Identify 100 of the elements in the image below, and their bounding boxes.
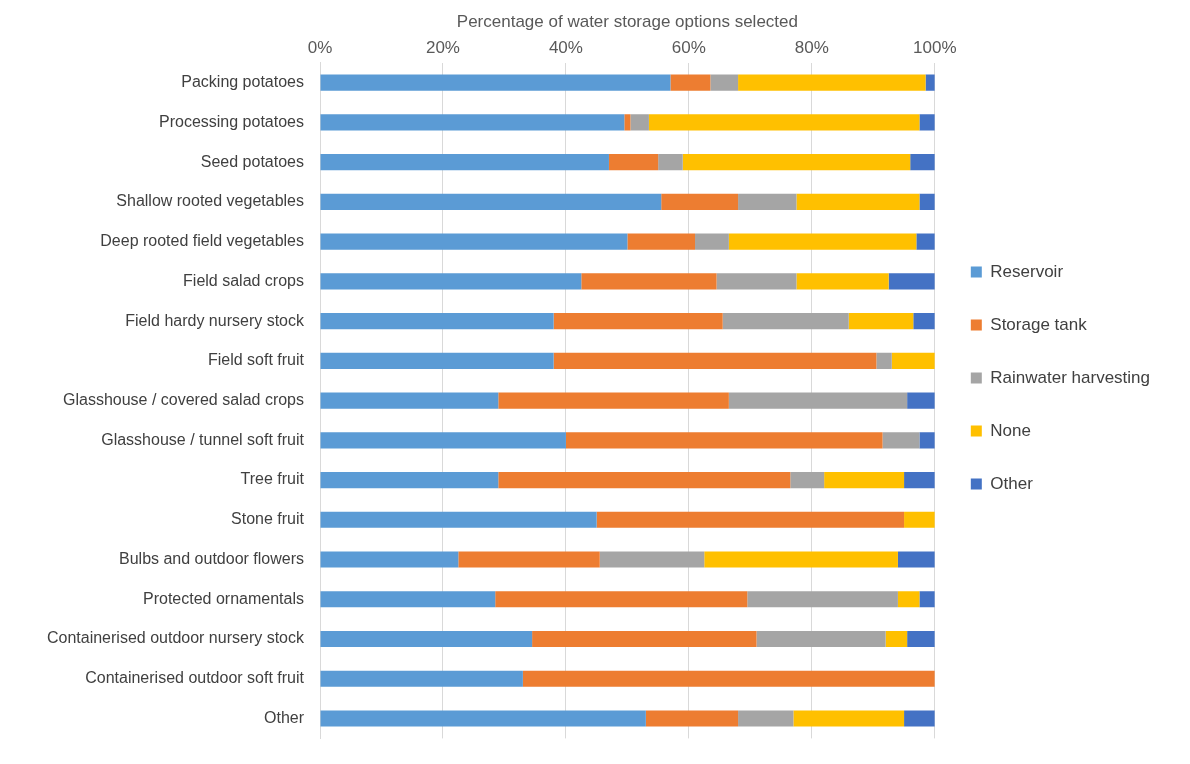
bar	[716, 273, 797, 290]
bar	[661, 193, 739, 210]
bar	[670, 74, 711, 91]
bar	[910, 154, 935, 171]
x-axis-title: Percentage of water storage options selected	[456, 11, 798, 31]
bar	[919, 432, 935, 449]
bar	[919, 114, 935, 131]
bar	[320, 392, 499, 409]
bar	[904, 710, 935, 727]
bar	[630, 114, 649, 131]
bar	[627, 233, 696, 250]
y-tick-label: Processing potatoes	[159, 112, 304, 130]
y-tick-label: Stone fruit	[231, 510, 305, 528]
bar	[320, 114, 625, 131]
bar	[608, 154, 659, 171]
bar	[747, 591, 898, 608]
x-tick-label: 20%	[425, 38, 460, 58]
bar	[320, 551, 459, 568]
legend-label: Storage tank	[990, 314, 1088, 334]
bar	[790, 472, 825, 489]
bar	[320, 74, 671, 91]
bar	[645, 710, 739, 727]
y-tick-label: Containerised outdoor nursery stock	[46, 629, 305, 647]
bar	[796, 273, 889, 290]
y-tick-label: Field soft fruit	[207, 351, 305, 369]
legend-label: Reservoir	[990, 261, 1064, 281]
bar	[320, 233, 628, 250]
x-tick-label: 40%	[548, 38, 583, 58]
y-tick-label: Packing potatoes	[181, 73, 304, 91]
x-tick-label: 100%	[913, 38, 957, 58]
bar	[565, 432, 883, 449]
bar	[320, 591, 496, 608]
bar	[320, 154, 609, 171]
y-tick-label: Field hardy nursery stock	[125, 311, 305, 329]
bar	[897, 551, 935, 568]
y-tick-label: Other	[263, 708, 305, 726]
y-tick-label: Glasshouse / covered salad crops	[62, 391, 304, 409]
bar	[320, 352, 554, 369]
y-tick-label: Containerised outdoor soft fruit	[85, 669, 305, 687]
bar	[581, 273, 717, 290]
y-tick-label: Deep rooted field vegetables	[100, 232, 304, 250]
bar	[722, 313, 849, 330]
bar	[320, 313, 554, 330]
bar	[624, 114, 631, 131]
bar	[553, 313, 723, 330]
bar	[728, 233, 917, 250]
bar	[498, 392, 729, 409]
bar	[904, 472, 935, 489]
bar	[458, 551, 600, 568]
y-tick-label: Shallow rooted vegetables	[116, 192, 304, 210]
bar	[320, 273, 582, 290]
bar	[320, 432, 566, 449]
legend-label: None	[990, 420, 1031, 440]
bar	[498, 472, 791, 489]
bar	[695, 233, 729, 250]
y-tick-label: Tree fruit	[240, 470, 305, 488]
bar	[885, 631, 908, 648]
bar	[599, 551, 705, 568]
bar	[682, 154, 911, 171]
bar	[796, 193, 920, 210]
bar	[320, 511, 597, 528]
bar	[738, 193, 797, 210]
x-tick-label: 0%	[307, 38, 333, 58]
legend-label: Rainwater harvesting	[990, 367, 1151, 387]
bar	[913, 313, 935, 330]
y-tick-label: Seed potatoes	[200, 152, 304, 170]
bar	[916, 233, 935, 250]
bar	[320, 472, 499, 489]
bar	[897, 591, 920, 608]
bar	[919, 591, 935, 608]
bar	[728, 392, 908, 409]
bar	[904, 511, 935, 528]
bar	[907, 631, 935, 648]
y-tick-label: Glasshouse / tunnel soft fruit	[101, 430, 305, 448]
x-tick-label: 60%	[671, 38, 706, 58]
bar	[522, 670, 935, 687]
bar	[710, 74, 739, 91]
bar	[756, 631, 886, 648]
bar	[320, 710, 646, 727]
bar	[891, 352, 935, 369]
bar	[907, 392, 935, 409]
bar	[888, 273, 935, 290]
y-tick-label: Protected ornamentals	[143, 589, 304, 607]
bar	[495, 591, 748, 608]
bar	[876, 352, 892, 369]
bar	[596, 511, 905, 528]
bar	[919, 193, 935, 210]
x-tick-label: 80%	[794, 38, 829, 58]
bar	[320, 193, 662, 210]
bar	[704, 551, 898, 568]
bar	[848, 313, 914, 330]
bar	[658, 154, 683, 171]
bar	[738, 710, 794, 727]
bar	[648, 114, 920, 131]
bar	[824, 472, 905, 489]
bar	[320, 631, 533, 648]
bar	[320, 670, 523, 687]
bar	[553, 352, 877, 369]
bar	[793, 710, 905, 727]
legend-label: Other	[990, 473, 1034, 493]
